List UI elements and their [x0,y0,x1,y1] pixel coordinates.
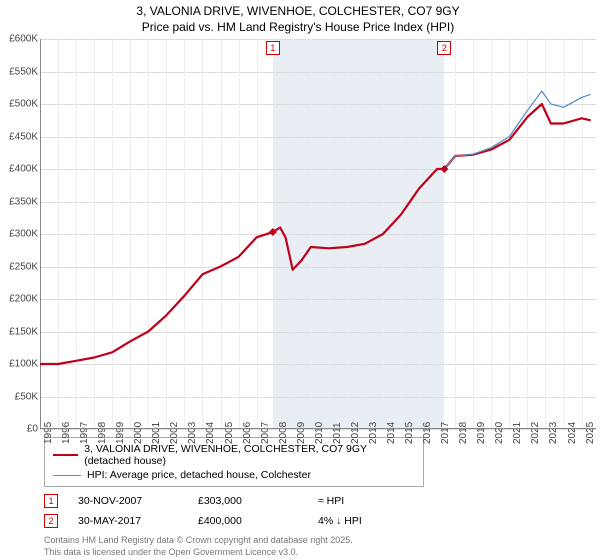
footer-licence: This data is licensed under the Open Gov… [44,547,586,559]
y-axis-label: £600K [4,34,38,45]
legend-label: 3, VALONIA DRIVE, WIVENHOE, COLCHESTER, … [84,443,415,467]
y-axis-label: £550K [4,66,38,77]
y-axis-label: £300K [4,229,38,240]
y-axis-label: £100K [4,359,38,370]
y-axis-label: £200K [4,294,38,305]
title-address: 3, VALONIA DRIVE, WIVENHOE, COLCHESTER, … [4,4,592,20]
y-axis-label: £400K [4,164,38,175]
plot-canvas: £0£50K£100K£150K£200K£250K£300K£350K£400… [40,39,596,429]
row-date: 30-NOV-2007 [78,495,178,507]
y-axis-label: £350K [4,196,38,207]
row-price: £303,000 [198,495,298,507]
y-axis-label: £150K [4,326,38,337]
title-subtitle: Price paid vs. HM Land Registry's House … [4,20,592,36]
sale-number-marker: 1 [266,41,280,55]
footer: Contains HM Land Registry data © Crown c… [44,535,586,558]
y-axis-label: £0 [4,424,38,435]
row-date: 30-MAY-2017 [78,515,178,527]
legend-label: HPI: Average price, detached house, Colc… [87,469,311,481]
table-row: 1 30-NOV-2007 £303,000 ≈ HPI [44,491,586,511]
row-marker: 2 [44,514,58,528]
title-block: 3, VALONIA DRIVE, WIVENHOE, COLCHESTER, … [4,4,592,35]
legend-item: HPI: Average price, detached house, Colc… [53,468,415,482]
y-axis-label: £50K [4,391,38,402]
sale-number-marker: 2 [437,41,451,55]
series-line [40,104,591,364]
footer-copyright: Contains HM Land Registry data © Crown c… [44,535,586,547]
y-axis-label: £250K [4,261,38,272]
legend-swatch [53,475,81,476]
chart-container: 3, VALONIA DRIVE, WIVENHOE, COLCHESTER, … [0,0,600,560]
table-row: 2 30-MAY-2017 £400,000 4% ↓ HPI [44,511,586,531]
row-marker: 1 [44,494,58,508]
chart-svg [40,39,596,429]
legend: 3, VALONIA DRIVE, WIVENHOE, COLCHESTER, … [44,437,424,487]
row-price: £400,000 [198,515,298,527]
chart-area: £0£50K£100K£150K£200K£250K£300K£350K£400… [40,39,596,429]
row-hpi: 4% ↓ HPI [318,515,438,527]
y-axis-label: £500K [4,99,38,110]
y-axis-label: £450K [4,131,38,142]
row-hpi: ≈ HPI [318,495,438,507]
legend-swatch [53,454,78,456]
sales-table: 1 30-NOV-2007 £303,000 ≈ HPI 2 30-MAY-2017 £40… [44,491,586,531]
legend-item: 3, VALONIA DRIVE, WIVENHOE, COLCHESTER, … [53,442,415,468]
